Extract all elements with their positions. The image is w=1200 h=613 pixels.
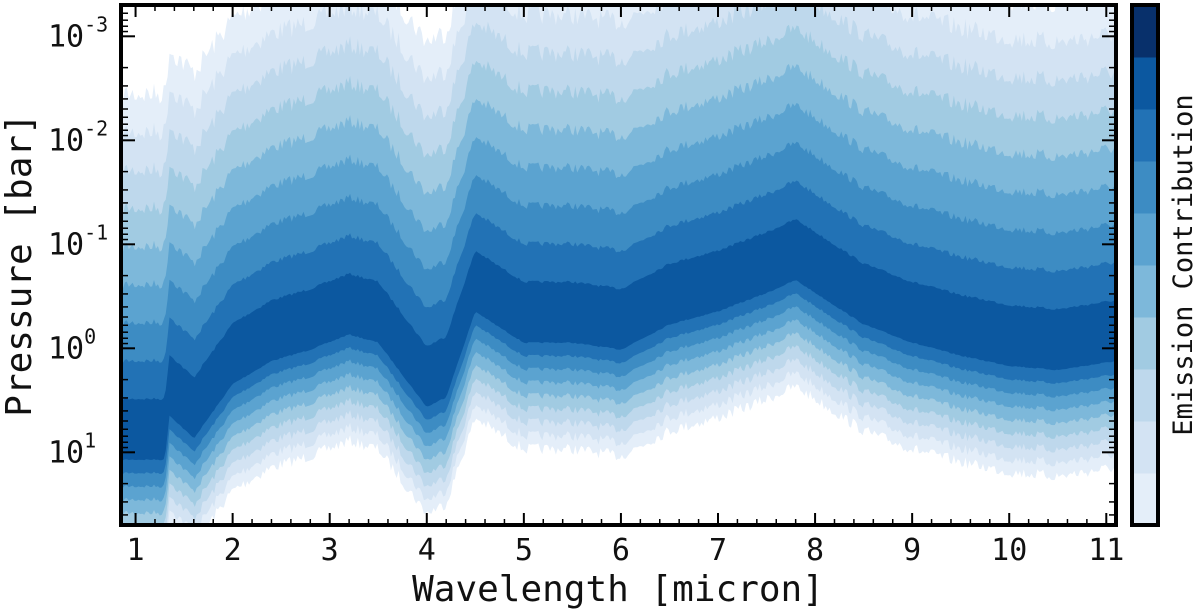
colorbar-segment-8 bbox=[1132, 109, 1158, 162]
plot-frame bbox=[119, 3, 1118, 527]
x-tick-label-11: 11 bbox=[1088, 533, 1124, 568]
colorbar-frame bbox=[1130, 3, 1160, 527]
colorbar-segment-3 bbox=[1132, 369, 1158, 422]
y-axis-title: Pressure [bar] bbox=[0, 113, 40, 416]
colorbar-segment-5 bbox=[1132, 265, 1158, 318]
x-tick-label-1: 1 bbox=[127, 533, 145, 568]
y-tick-label-1: 101 bbox=[48, 428, 96, 470]
y-tick-label--1: 10-1 bbox=[48, 220, 108, 262]
x-tick-label-6: 6 bbox=[612, 533, 630, 568]
contour-level-9 bbox=[121, 219, 1115, 461]
colorbar-title: Emission Contribution bbox=[1168, 94, 1199, 435]
y-tick-label-0: 100 bbox=[48, 324, 96, 366]
colorbar-segment-6 bbox=[1132, 213, 1158, 266]
colorbar-segment-1 bbox=[1132, 473, 1158, 526]
x-tick-label-7: 7 bbox=[709, 533, 727, 568]
contour-layers bbox=[121, 5, 1115, 525]
x-tick-label-10: 10 bbox=[991, 533, 1027, 568]
colorbar bbox=[1132, 5, 1158, 526]
y-tick-label--3: 10-3 bbox=[48, 12, 108, 54]
colorbar-segment-9 bbox=[1132, 57, 1158, 110]
x-tick-label-3: 3 bbox=[321, 533, 339, 568]
colorbar-segment-4 bbox=[1132, 317, 1158, 370]
colorbar-segment-10 bbox=[1132, 5, 1158, 58]
colorbar-segment-7 bbox=[1132, 161, 1158, 214]
x-tick-label-8: 8 bbox=[806, 533, 824, 568]
x-tick-labels: 1 2 3 4 5 6 7 8 9 10 11 bbox=[127, 533, 1125, 568]
colorbar-segment-2 bbox=[1132, 421, 1158, 474]
x-tick-label-5: 5 bbox=[515, 533, 533, 568]
x-tick-label-9: 9 bbox=[903, 533, 921, 568]
x-tick-label-2: 2 bbox=[224, 533, 242, 568]
y-tick-label--2: 10-2 bbox=[48, 116, 108, 158]
x-axis-title: Wavelength [micron] bbox=[412, 569, 824, 610]
y-tick-labels: 10-3 10-2 10-1 100 101 bbox=[48, 12, 108, 470]
x-tick-label-4: 4 bbox=[418, 533, 436, 568]
